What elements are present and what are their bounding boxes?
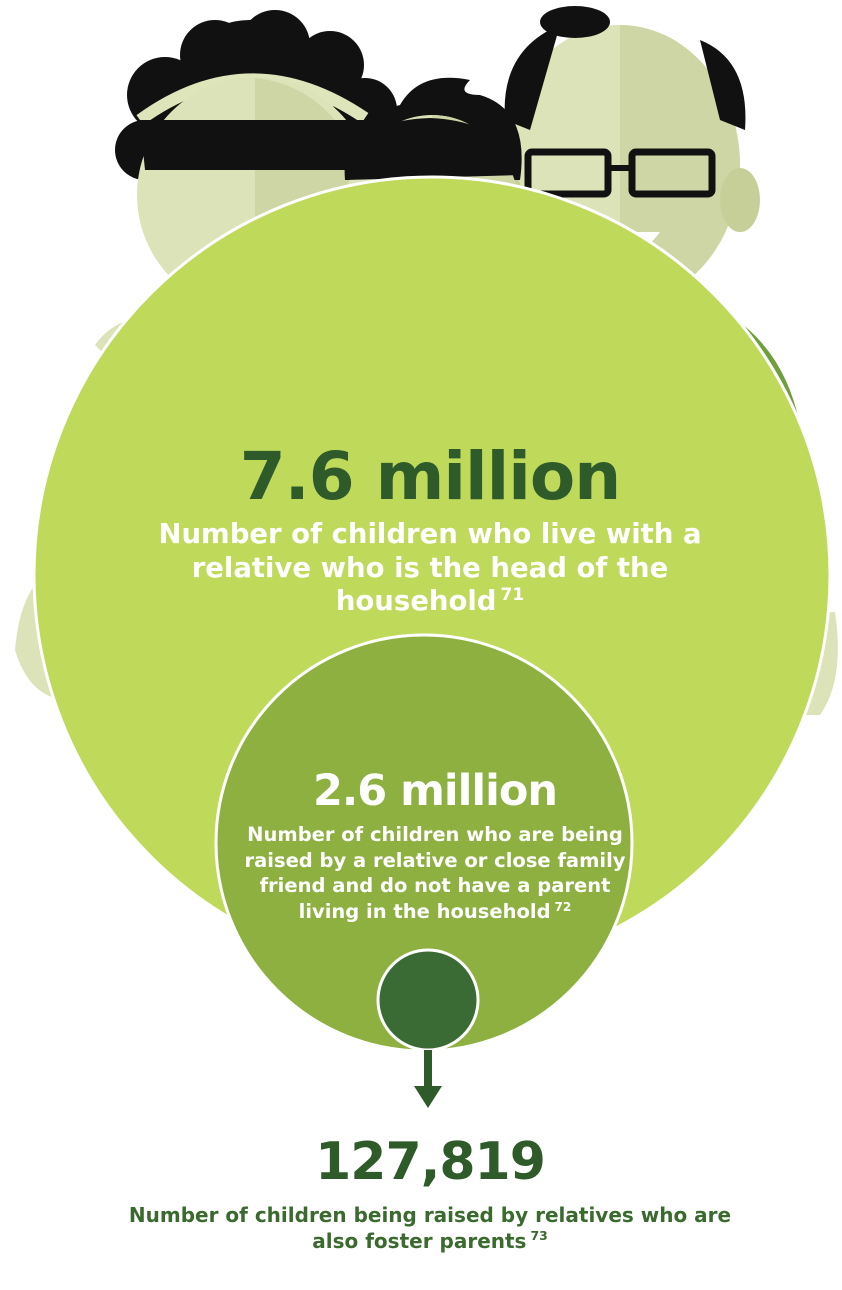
stat-description-text: Number of children who are being raised … bbox=[244, 823, 626, 924]
stat-description-text: Number of children who live with a relat… bbox=[158, 518, 702, 618]
stat-description: Number of children being raised by relat… bbox=[110, 1202, 750, 1254]
stat-description: Number of children who live with a relat… bbox=[130, 518, 730, 619]
inner-circle bbox=[376, 948, 480, 1052]
stat-description-text: Number of children being raised by relat… bbox=[128, 1203, 732, 1253]
stat-description: Number of children who are being raised … bbox=[238, 822, 632, 925]
down-arrow-icon bbox=[414, 1050, 442, 1108]
footnote-ref: 72 bbox=[554, 899, 572, 914]
stat-value-children-with-relative-head: 7.6 million bbox=[239, 438, 622, 515]
stat-value-relative-foster-parents: 127,819 bbox=[315, 1132, 546, 1192]
stat-value-children-without-parent: 2.6 million bbox=[312, 766, 558, 816]
footnote-ref: 73 bbox=[530, 1228, 548, 1244]
footnote-ref: 71 bbox=[500, 584, 525, 605]
